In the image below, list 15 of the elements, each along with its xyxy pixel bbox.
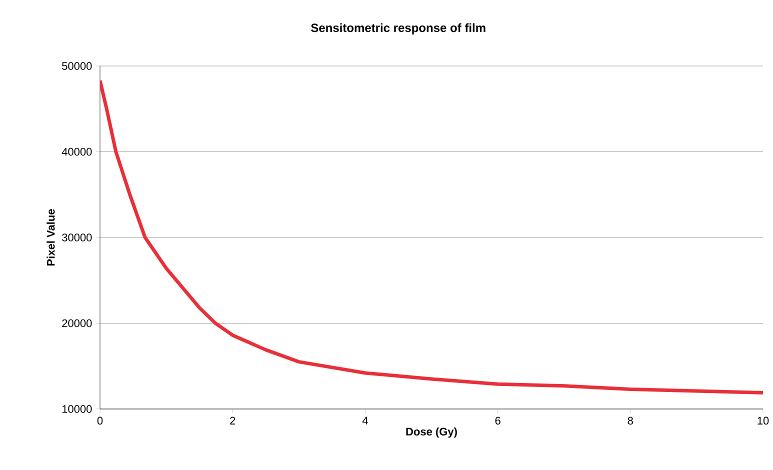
y-tick-label: 30000 <box>62 234 92 242</box>
x-tick-label: 2 <box>230 416 236 424</box>
x-tick-label: 10 <box>758 416 769 425</box>
x-tick-label: 8 <box>628 416 633 425</box>
y-axis-title: Pixel Value <box>46 209 55 266</box>
x-tick-label: 0 <box>97 416 103 425</box>
line-series <box>100 78 763 394</box>
y-tick-label: 50000 <box>62 62 92 70</box>
y-tick-label: 10000 <box>62 405 92 413</box>
x-tick-label: 4 <box>362 416 368 424</box>
chart-title: Sensitometric response of film <box>311 23 486 34</box>
y-tick-label: 20000 <box>62 319 92 328</box>
y-tick-label: 40000 <box>62 148 92 156</box>
x-axis-title: Dose (Gy) <box>406 427 457 438</box>
x-tick-label: 6 <box>495 416 500 425</box>
